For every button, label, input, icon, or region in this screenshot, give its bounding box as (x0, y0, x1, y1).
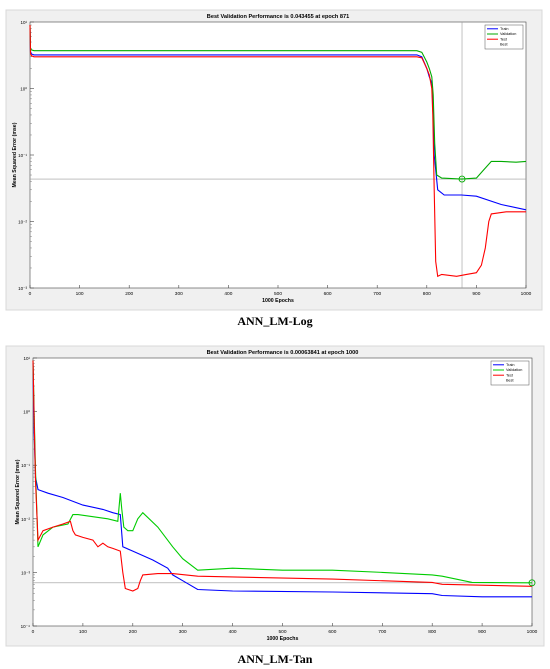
c2-xtick-label-9: 900 (478, 629, 486, 635)
c1-series-test (29, 24, 526, 278)
c1-ytick-label-3: 10⁰ (20, 87, 27, 92)
c2-ytick-label-5: 10¹ (23, 356, 30, 361)
c2-xtick-label-2: 200 (129, 629, 137, 635)
c1-legend-label-test: Test (500, 37, 508, 41)
c2-series-train (32, 363, 532, 598)
chart-panel-log: 10⁻³ 10⁻² 10⁻¹ 10⁰ 10¹ 0 100 200 300 400 500 600 700… (0, 0, 550, 330)
c1-plot-area (29, 21, 527, 289)
c2-xtick-label-10: 1000 (527, 629, 538, 635)
c1-ytick-label-4: 10¹ (20, 20, 27, 25)
chart-panel-tan: 10⁻⁴ 10⁻³ 10⁻² 10⁻¹ 10⁰ 10¹ 0 100 200 300 400 500 60… (0, 340, 550, 669)
c2-ytick-label-4: 10⁰ (23, 410, 30, 415)
c1-xtick-label-2: 200 (125, 291, 133, 297)
c1-xtick-label-9: 900 (472, 291, 480, 297)
c2-best-marker (528, 579, 536, 587)
c1-xtick-label-4: 400 (224, 291, 232, 297)
c1-xtick-label-8: 800 (423, 291, 431, 297)
c1-legend-label-train: Train (500, 27, 509, 31)
c2-xtick-label-7: 700 (378, 629, 386, 635)
caption-ann-lm-tan: ANN_LM-Tan (237, 652, 313, 666)
c2-x-axis-label: 1000 Epochs (267, 636, 299, 642)
c2-ytick-label-0: 10⁻⁴ (21, 624, 30, 629)
c1-xtick-label-6: 600 (324, 291, 332, 297)
c2-series-test (32, 360, 533, 592)
c2-y-axis-label: Mean Squared Error (mse) (15, 459, 21, 524)
caption-ann-lm-log: ANN_LM-Log (237, 314, 313, 328)
c2-xtick-label-5: 500 (278, 629, 286, 635)
c1-ytick-label-2: 10⁻¹ (18, 153, 27, 158)
c2-plot-area (32, 357, 533, 627)
c2-ytick-label-2: 10⁻² (21, 517, 30, 522)
c2-ytick-label-3: 10⁻¹ (21, 463, 30, 468)
c1-legend-label-validation: Validation (500, 32, 516, 36)
c1-ytick-label-1: 10⁻² (18, 220, 27, 225)
c1-ytick-label-0: 10⁻³ (18, 286, 27, 291)
c2-xtick-label-8: 800 (428, 629, 436, 635)
c2-ytick-label-1: 10⁻³ (21, 570, 30, 575)
c2-series-validation (32, 360, 533, 584)
chart-ann-lm-log: 10⁻³ 10⁻² 10⁻¹ 10⁰ 10¹ 0 100 200 300 400 500 600 700… (5, 9, 543, 311)
c1-best-marker (458, 175, 466, 183)
c1-x-axis-label: 1000 Epochs (262, 298, 294, 304)
c1-series-validation (29, 24, 527, 180)
c2-xtick-label-0: 0 (32, 629, 35, 635)
c2-legend-label-validation: Validation (506, 368, 522, 372)
c2-xtick-label-4: 400 (229, 629, 237, 635)
c1-chart-title: Best Validation Performance is 0.043455 … (207, 14, 349, 20)
c1-legend-label-best: Best (500, 43, 509, 47)
c2-xtick-label-3: 300 (179, 629, 187, 635)
c2-xtick-label-6: 600 (328, 629, 336, 635)
chart-ann-lm-tan: 10⁻⁴ 10⁻³ 10⁻² 10⁻¹ 10⁰ 10¹ 0 100 200 300 400 500 60… (5, 345, 545, 647)
c1-xtick-label-10: 1000 (521, 291, 532, 297)
c1-xtick-label-7: 700 (373, 291, 381, 297)
c2-xtick-label-1: 100 (79, 629, 87, 635)
c1-xtick-label-1: 100 (76, 291, 84, 297)
c1-xtick-label-0: 0 (29, 291, 32, 297)
c1-y-axis-label: Mean Squared Error (mse) (12, 122, 18, 187)
c2-legend-label-best: Best (506, 379, 515, 383)
c2-legend-label-train: Train (506, 363, 515, 367)
c2-chart-title: Best Validation Performance is 0.0006384… (207, 350, 359, 356)
c2-legend-label-test: Test (506, 373, 514, 377)
c1-xtick-label-5: 500 (274, 291, 282, 297)
c1-xtick-label-3: 300 (175, 291, 183, 297)
